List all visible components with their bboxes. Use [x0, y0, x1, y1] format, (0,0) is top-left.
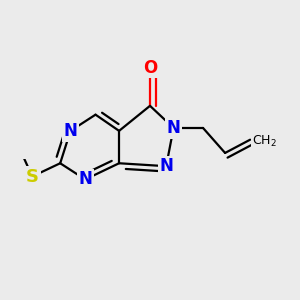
Text: N: N [167, 119, 181, 137]
Text: S: S [13, 138, 26, 156]
Text: N: N [64, 122, 77, 140]
Text: O: O [143, 58, 157, 76]
Text: N: N [78, 170, 92, 188]
Text: S: S [26, 167, 39, 185]
Text: CH$_2$: CH$_2$ [252, 134, 276, 149]
Text: N: N [159, 157, 173, 175]
